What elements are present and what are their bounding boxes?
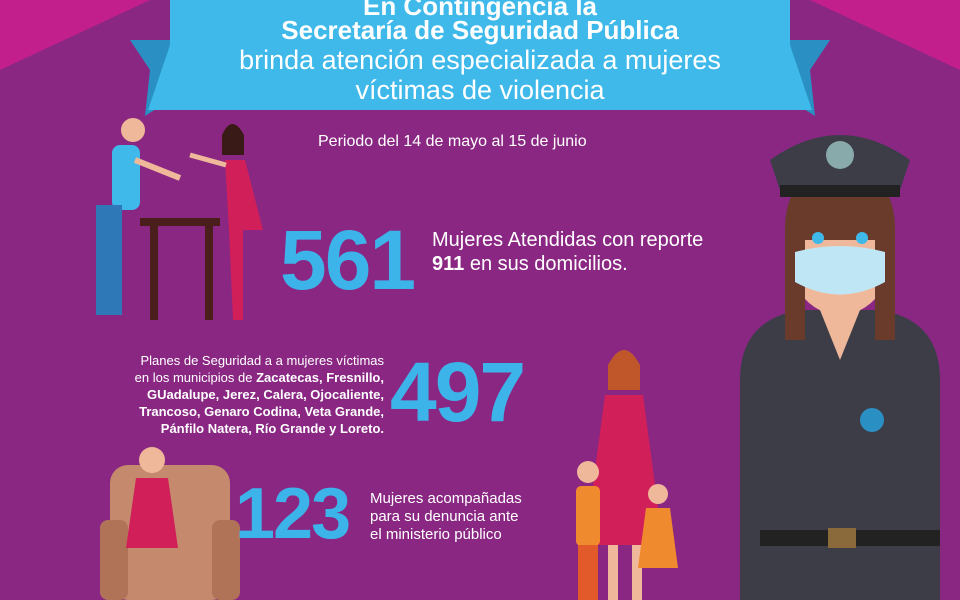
buckle	[828, 528, 856, 548]
header-line: víctimas de violencia	[355, 75, 605, 105]
table	[140, 218, 220, 226]
period: Periodo del 14 de mayo al 15 de junio	[318, 133, 587, 150]
header-line: En Contingencia la	[362, 0, 598, 21]
man-head	[121, 118, 145, 142]
boy-head	[577, 461, 599, 483]
armrest	[212, 520, 240, 600]
leg	[632, 545, 642, 600]
text-line: GUadalupe, Jerez, Calera, Ojocaliente,	[100, 386, 384, 403]
woman-hair	[222, 124, 244, 155]
text-line: para su denuncia ante	[370, 508, 519, 525]
woman-arm	[189, 152, 227, 168]
man-shirt	[112, 145, 140, 210]
bold-text: Pánfilo Natera, Río Grande y Loreto.	[160, 421, 384, 436]
police-neck	[820, 310, 860, 360]
table-leg	[205, 226, 213, 320]
corner-right	[810, 0, 960, 70]
mother-dress	[585, 395, 663, 545]
police-hair	[785, 170, 895, 340]
text-line: en los municipios de Zacatecas, Fresnill…	[100, 369, 384, 386]
man-pants	[96, 205, 122, 315]
stat-number: 497	[390, 345, 526, 439]
stat-text: Mujeres Atendidas con reporte 911 en sus…	[432, 228, 703, 276]
armrest	[100, 520, 128, 600]
woman-dress	[225, 160, 263, 320]
eye	[812, 232, 824, 244]
text-line: 911 en sus domicilios.	[432, 252, 703, 276]
text: en sus domicilios.	[469, 253, 628, 275]
boy-shirt	[576, 486, 600, 546]
bold-text: 911	[432, 253, 465, 275]
stat-number: 561	[280, 213, 416, 307]
shoulder-badge	[860, 408, 884, 432]
bold-text: Trancoso, Genaro Codina, Veta Grande,	[139, 404, 384, 419]
table-leg	[150, 226, 158, 320]
girl-head	[648, 484, 668, 504]
police-body	[740, 310, 940, 600]
text-line: el ministerio público	[370, 526, 502, 543]
seated-head	[139, 447, 165, 473]
bold-text: GUadalupe, Jerez, Calera, Ojocaliente,	[147, 387, 384, 402]
text-line: Mujeres Atendidas con reporte	[432, 229, 704, 251]
banner	[148, 0, 812, 110]
boy-pants	[578, 545, 598, 600]
stat-text: Mujeres acompañadas para su denuncia ant…	[370, 490, 522, 544]
man-arm	[133, 157, 182, 181]
cap-visor	[780, 185, 900, 197]
mother-hair	[608, 350, 640, 390]
corner-left	[0, 0, 150, 70]
header-line: brinda atención especializada a mujeres	[239, 45, 721, 75]
stat-text: Planes de Seguridad a a mujeres víctimas…	[100, 352, 384, 437]
girl-dress	[638, 508, 678, 568]
text-line: Planes de Seguridad a a mujeres víctimas	[140, 353, 384, 368]
leg	[608, 545, 618, 600]
eye	[856, 232, 868, 244]
bold-text: Zacatecas, Fresnillo,	[256, 370, 384, 385]
text-line: Pánfilo Natera, Río Grande y Loreto.	[100, 420, 384, 437]
text-line: Trancoso, Genaro Codina, Veta Grande,	[100, 403, 384, 420]
text-line: Mujeres acompañadas	[370, 490, 522, 507]
header-line: Secretaría de Seguridad Pública	[281, 15, 679, 45]
text: en los municipios de	[134, 370, 253, 385]
stat-number: 123	[235, 474, 351, 554]
mask	[795, 246, 885, 295]
seated-dress	[126, 478, 178, 548]
cap-badge	[826, 141, 854, 169]
